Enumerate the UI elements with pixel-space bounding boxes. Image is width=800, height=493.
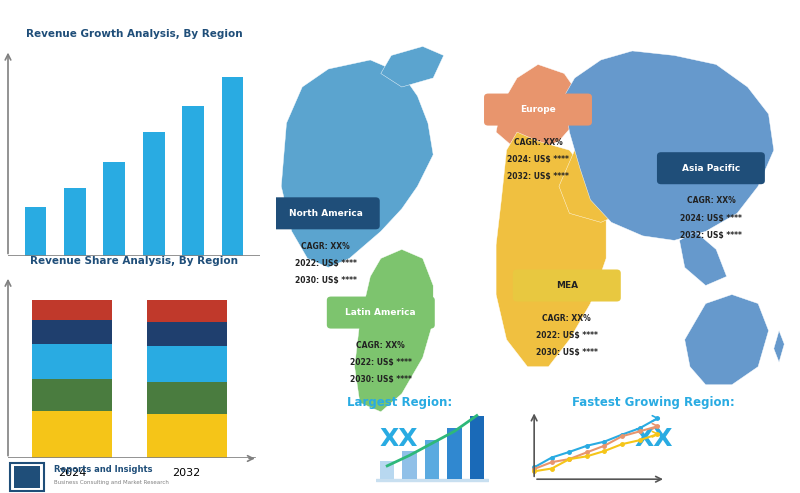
Text: 2032: US$ ****: 2032: US$ **** [507,172,569,181]
Bar [103,162,125,256]
Polygon shape [354,249,434,412]
Bar [32,411,112,458]
Text: 2024: US$ ****: 2024: US$ **** [680,213,742,222]
Text: 2024: US$ ****: 2024: US$ **** [507,155,569,164]
Text: 2030: US$ ****: 2030: US$ **** [295,276,357,285]
FancyBboxPatch shape [484,94,592,126]
Polygon shape [381,46,444,87]
Bar [32,320,112,344]
Title: Revenue Growth Analysis, By Region: Revenue Growth Analysis, By Region [26,30,242,39]
Polygon shape [774,331,784,362]
Polygon shape [685,294,769,385]
Text: 2030: US$ ****: 2030: US$ **** [536,348,598,357]
Text: Asia Pacific: Asia Pacific [682,164,740,173]
Polygon shape [564,51,774,241]
Polygon shape [679,231,726,285]
FancyBboxPatch shape [272,197,380,229]
Bar [402,451,417,479]
Text: GLOBAL HANDHELD BARCODE SCANNER MARKET REGIONAL LEVEL ANALYSIS: GLOBAL HANDHELD BARCODE SCANNER MARKET R… [10,18,499,28]
Text: 2032: 2032 [173,468,201,478]
Bar [143,132,165,256]
Bar [222,77,243,256]
Text: 2022: US$ ****: 2022: US$ **** [295,259,357,268]
Polygon shape [496,132,606,367]
Text: Europe: Europe [520,105,556,114]
Bar [32,379,112,411]
FancyBboxPatch shape [10,463,44,492]
FancyBboxPatch shape [327,297,434,328]
Polygon shape [559,150,632,222]
Bar [25,208,46,256]
Text: Business Consulting and Market Research: Business Consulting and Market Research [54,480,169,485]
Text: 2022: US$ ****: 2022: US$ **** [350,358,412,367]
Text: North America: North America [289,209,362,218]
Text: 2022: US$ ****: 2022: US$ **** [536,331,598,340]
Text: 2030: US$ ****: 2030: US$ **** [350,375,412,384]
Bar [64,188,86,256]
Text: CAGR: XX%: CAGR: XX% [302,242,350,250]
Title: Revenue Share Analysis, By Region: Revenue Share Analysis, By Region [30,256,238,266]
Bar [182,106,204,256]
Bar [146,414,226,458]
Text: XX: XX [380,427,418,451]
Bar [32,300,112,320]
Bar [146,300,226,322]
Bar [146,382,226,414]
Bar [146,346,226,382]
Text: Largest Region:: Largest Region: [346,396,452,409]
Polygon shape [282,60,434,267]
FancyBboxPatch shape [14,466,41,488]
Text: 2032: US$ ****: 2032: US$ **** [680,231,742,240]
Text: CAGR: XX%: CAGR: XX% [542,314,591,323]
Bar [470,416,484,479]
Text: Reports and Insights: Reports and Insights [54,465,152,474]
Text: Fastest Growing Region:: Fastest Growing Region: [572,396,734,409]
Text: CAGR: XX%: CAGR: XX% [357,341,405,350]
Bar [32,344,112,379]
Text: MEA: MEA [556,281,578,290]
Text: XX: XX [634,427,673,451]
Bar [146,322,226,346]
Text: 2024: 2024 [58,468,86,478]
Bar [380,460,394,479]
FancyBboxPatch shape [513,270,621,302]
FancyBboxPatch shape [657,152,765,184]
Polygon shape [496,65,580,150]
Text: Latin America: Latin America [346,308,416,317]
Bar [447,428,462,479]
Text: CAGR: XX%: CAGR: XX% [686,196,735,206]
Text: CAGR: XX%: CAGR: XX% [514,138,562,147]
Bar [425,440,439,479]
